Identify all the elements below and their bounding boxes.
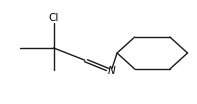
Text: Cl: Cl: [48, 13, 59, 23]
Text: N: N: [107, 66, 115, 76]
